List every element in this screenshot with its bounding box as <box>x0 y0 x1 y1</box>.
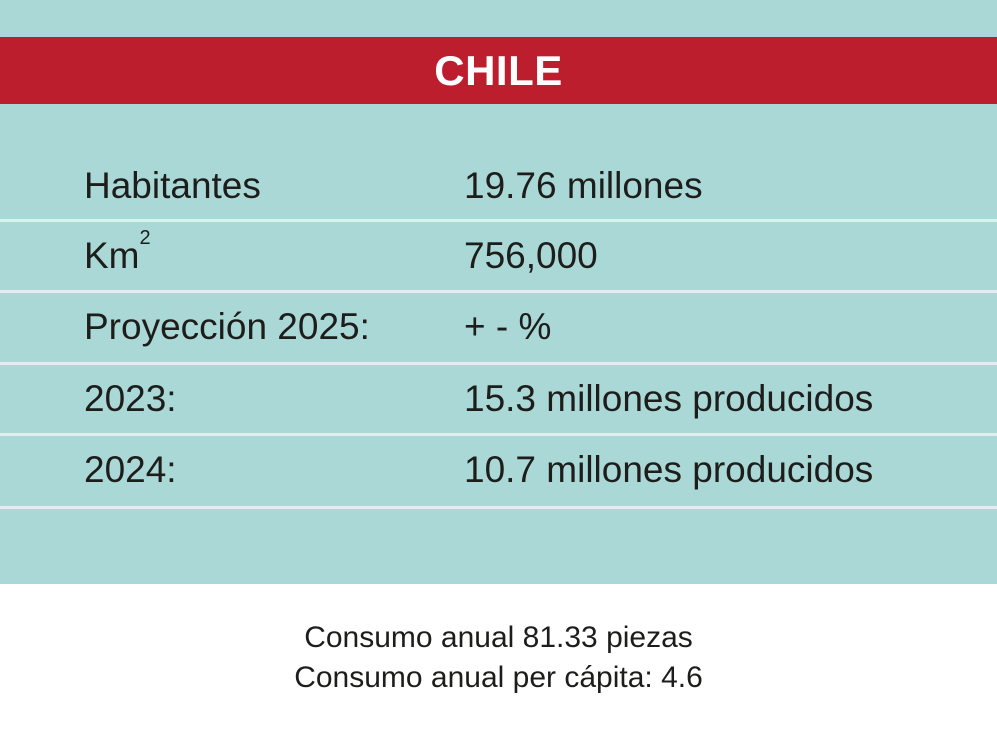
row-divider <box>0 290 997 293</box>
row-value: 19.76 millones <box>464 165 703 206</box>
footer-per-capita-consumption: Consumo anual per cápita: 4.6 <box>294 661 703 694</box>
table-row-inhabitants: Habitantes 19.76 millones <box>0 152 997 220</box>
area-unit-superscript: 2 <box>139 227 151 249</box>
row-value: 15.3 millones producidos <box>464 378 874 419</box>
row-value: 756,000 <box>464 235 598 276</box>
row-label: Km2 <box>84 222 151 290</box>
row-divider <box>0 506 997 509</box>
row-divider <box>0 362 997 365</box>
row-label: 2024: <box>84 449 177 490</box>
country-title: CHILE <box>434 46 563 94</box>
row-value: + - % <box>464 306 552 347</box>
row-divider <box>0 219 997 222</box>
row-divider <box>0 433 997 436</box>
footer-annual-consumption: Consumo anual 81.33 piezas <box>304 621 693 654</box>
row-label: Proyección 2025: <box>84 306 370 347</box>
info-card: CHILE Habitantes 19.76 millones Km2 756,… <box>0 0 997 584</box>
row-label: 2023: <box>84 378 177 419</box>
table-row-area: Km2 756,000 <box>0 222 997 290</box>
row-label: Habitantes <box>84 165 261 206</box>
row-value: 10.7 millones producidos <box>464 449 874 490</box>
title-bar: CHILE <box>0 37 997 104</box>
area-unit: Km <box>84 235 140 276</box>
table-row-2023: 2023: 15.3 millones producidos <box>0 365 997 433</box>
table-row-projection: Proyección 2025: + - % <box>0 293 997 361</box>
table-row-2024: 2024: 10.7 millones producidos <box>0 436 997 504</box>
